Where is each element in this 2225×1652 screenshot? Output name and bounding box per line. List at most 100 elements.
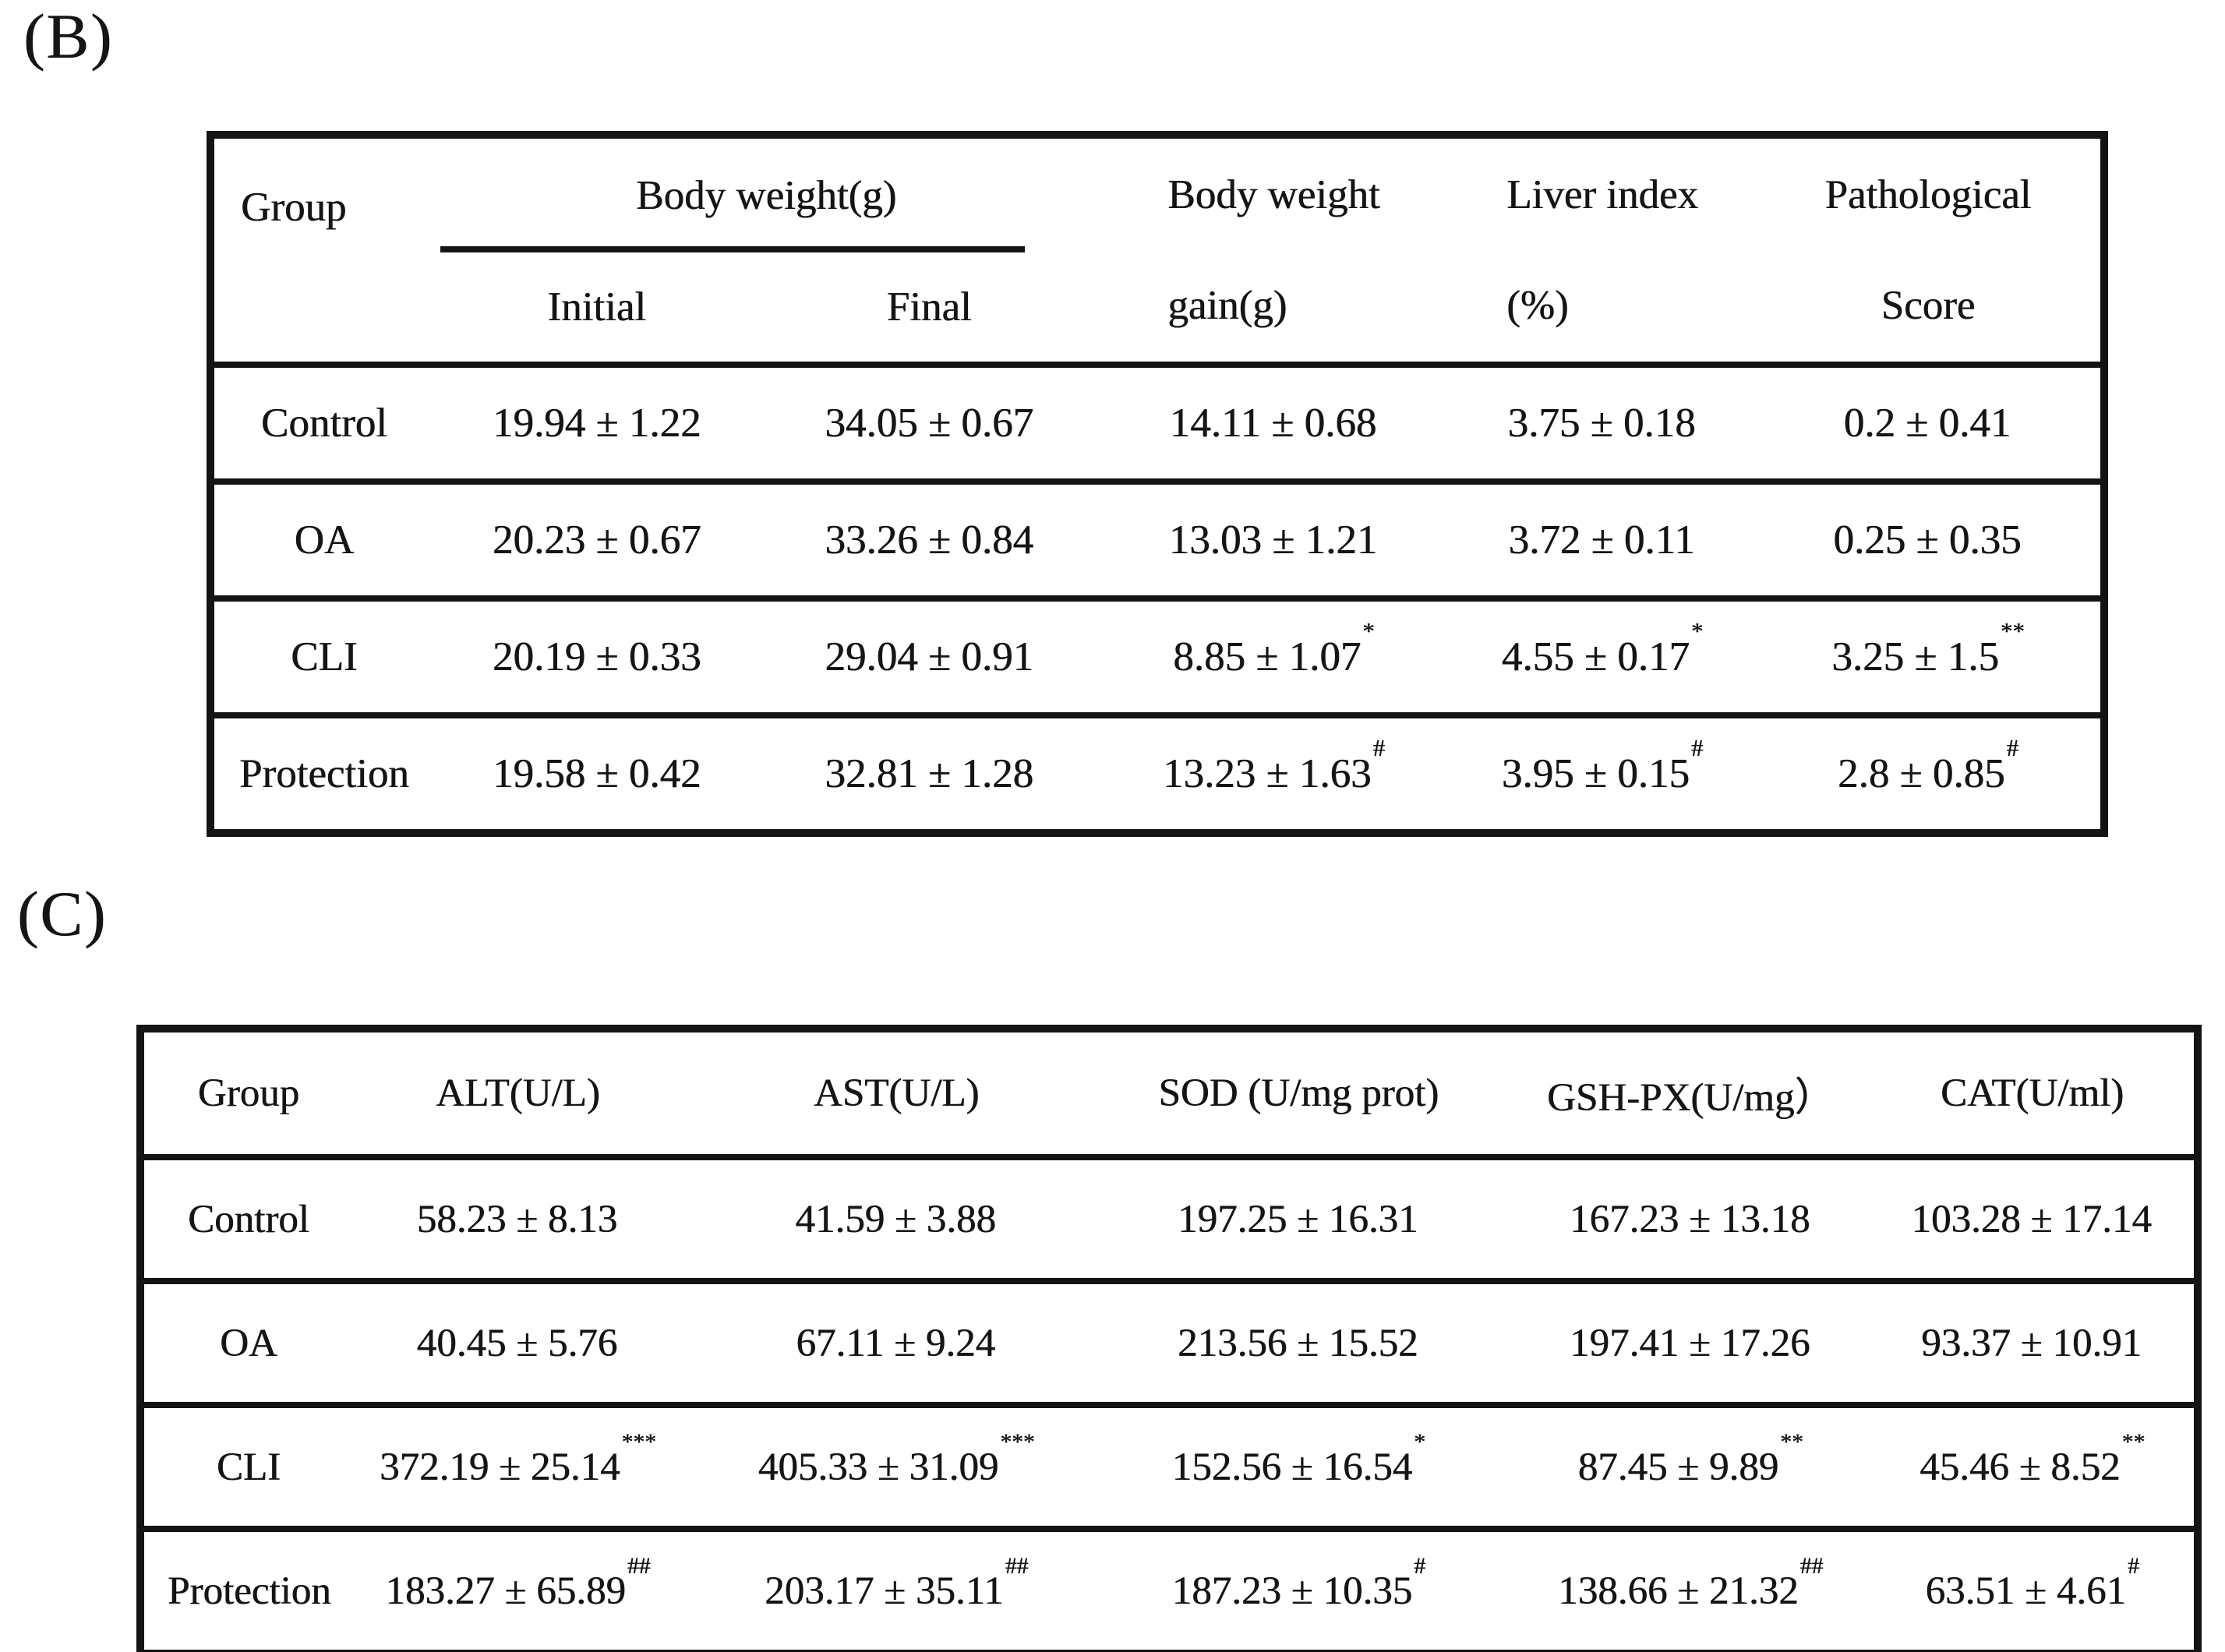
column-header-sod: SOD (U/mg prot) — [1086, 1029, 1511, 1160]
cell-cat: 63.51 ± 4.61# — [1925, 1553, 2139, 1613]
column-header-group: Group — [140, 1029, 330, 1160]
cell-liver-index: 3.72 ± 0.11 — [1449, 482, 1756, 602]
significance-marker: * — [1414, 1429, 1425, 1455]
row-label: CLI — [140, 1405, 330, 1532]
cell-sod: 152.56 ± 16.54* — [1086, 1405, 1511, 1532]
table-row-protection: Protection 183.27 ± 65.89## 203.17 ± 35.… — [140, 1529, 2198, 1652]
body-weight-header-label: Body weight(g) — [636, 173, 897, 218]
cell-final: 33.26 ± 0.84 — [759, 482, 1099, 602]
cell-liver-index: 3.75 ± 0.18 — [1449, 365, 1756, 485]
table-b: Group Body weight(g) Body weight gain(g) — [207, 131, 2108, 837]
cell-sod: 213.56 ± 15.52 — [1086, 1281, 1511, 1408]
significance-marker: ## — [627, 1553, 651, 1579]
column-header-alt: ALT(U/L) — [329, 1029, 706, 1160]
column-header-cat: CAT(U/ml) — [1870, 1029, 2198, 1160]
table-row-protection: Protection 19.58 ± 0.42 32.81 ± 1.28 13.… — [210, 715, 2104, 833]
table-row-oa: OA 40.45 ± 5.76 67.11 ± 9.24 213.56 ± 15… — [140, 1281, 2198, 1408]
body-weight-span-underline — [440, 246, 1025, 252]
cell-final: 32.81 ± 1.28 — [825, 751, 1033, 796]
column-header-initial: Initial — [433, 252, 760, 368]
column-header-group: Group — [210, 135, 434, 368]
column-header-ast: AST(U/L) — [705, 1029, 1087, 1160]
row-label: Protection — [168, 1569, 331, 1613]
significance-marker: ## — [1799, 1553, 1824, 1579]
significance-marker: # — [1690, 734, 1704, 761]
column-header-liver-index: Liver index (%) — [1449, 135, 1756, 368]
row-label: Protection — [238, 751, 409, 796]
cell-pathological-score: 0.25 ± 0.35 — [1755, 482, 2104, 602]
cell-initial: 19.58 ± 0.42 — [492, 751, 701, 796]
significance-marker: # — [1372, 734, 1385, 761]
row-label: CLI — [210, 598, 434, 718]
cell-ast: 67.11 ± 9.24 — [705, 1281, 1087, 1408]
significance-marker: ** — [2000, 617, 2025, 644]
significance-marker: *** — [1000, 1429, 1035, 1455]
cell-alt: 372.19 ± 25.14*** — [329, 1405, 706, 1532]
cell-initial: 20.23 ± 0.67 — [433, 482, 760, 602]
column-header-body-weight: Body weight(g) — [434, 135, 1099, 252]
liver-header-line2: (%) — [1506, 283, 1569, 328]
cell-cat: 45.46 ± 8.52** — [1870, 1405, 2198, 1532]
cell-initial: 20.19 ± 0.33 — [433, 598, 760, 718]
significance-marker: ** — [2121, 1429, 2146, 1455]
row-label: OA — [140, 1281, 330, 1408]
cell-sod: 187.23 ± 10.35# — [1171, 1553, 1425, 1613]
row-label: OA — [210, 482, 434, 602]
table-row-control: Control 58.23 ± 8.13 41.59 ± 3.88 197.25… — [140, 1157, 2198, 1284]
cell-gsh-px: 167.23 ± 13.18 — [1510, 1157, 1871, 1284]
table-b-body-weight: Group Body weight(g) Body weight gain(g) — [207, 131, 2108, 837]
significance-marker: ## — [1005, 1553, 1029, 1579]
table-c-header-row: Group ALT(U/L) AST(U/L) SOD (U/mg prot) … — [140, 1029, 2198, 1160]
significance-marker: # — [2006, 734, 2018, 761]
significance-marker: * — [1690, 617, 1704, 644]
cell-gain: 13.03 ± 1.21 — [1098, 482, 1450, 602]
column-header-final: Final — [759, 252, 1099, 368]
cell-gsh-px: 138.66 ± 21.32## — [1558, 1553, 1824, 1613]
cell-ast: 41.59 ± 3.88 — [705, 1157, 1087, 1284]
pathological-header-line1: Pathological — [1824, 172, 2032, 217]
significance-marker: # — [1414, 1553, 1425, 1579]
cell-pathological-score: 2.8 ± 0.85# — [1837, 734, 2018, 796]
cell-gain: 8.85 ± 1.07* — [1098, 598, 1450, 718]
cell-liver-index: 3.95 ± 0.15# — [1501, 734, 1704, 796]
cell-pathological-score: 0.2 ± 0.41 — [1755, 365, 2104, 485]
cell-pathological-score: 3.25 ± 1.5** — [1755, 598, 2104, 718]
significance-marker: # — [2127, 1553, 2139, 1579]
cell-cat: 103.28 ± 17.14 — [1870, 1157, 2198, 1284]
column-header-gsh-px: GSH-PX(U/mg） — [1510, 1029, 1871, 1160]
row-label: Control — [210, 365, 434, 485]
column-header-body-weight-gain: Body weight gain(g) — [1098, 135, 1450, 368]
cell-ast: 203.17 ± 35.11## — [765, 1553, 1029, 1613]
table-c: Group ALT(U/L) AST(U/L) SOD (U/mg prot) … — [136, 1025, 2202, 1652]
gain-header-line2: gain(g) — [1167, 283, 1287, 328]
table-b-header-row-1: Group Body weight(g) Body weight gain(g) — [210, 135, 2104, 368]
table-c-biochemistry: Group ALT(U/L) AST(U/L) SOD (U/mg prot) … — [136, 1025, 2202, 1652]
row-label: Control — [140, 1157, 330, 1284]
table-row-cli: CLI 372.19 ± 25.14*** 405.33 ± 31.09*** … — [140, 1405, 2198, 1532]
cell-ast: 405.33 ± 31.09*** — [705, 1405, 1087, 1532]
column-header-pathological-score: Pathological Score — [1755, 135, 2104, 368]
cell-alt: 40.45 ± 5.76 — [329, 1281, 706, 1408]
gain-header-line1: Body weight — [1167, 172, 1380, 217]
significance-marker: ** — [1780, 1429, 1803, 1455]
cell-gsh-px: 87.45 ± 9.89** — [1510, 1405, 1871, 1532]
table-row-control: Control 19.94 ± 1.22 34.05 ± 0.67 14.11 … — [210, 365, 2104, 485]
cell-final: 29.04 ± 0.91 — [759, 598, 1099, 718]
significance-marker: * — [1362, 617, 1375, 644]
table-row-cli: CLI 20.19 ± 0.33 29.04 ± 0.91 8.85 ± 1.0… — [210, 598, 2104, 718]
cell-cat: 93.37 ± 10.91 — [1870, 1281, 2198, 1408]
liver-header-line1: Liver index — [1506, 172, 1698, 217]
cell-final: 34.05 ± 0.67 — [759, 365, 1099, 485]
cell-gsh-px: 197.41 ± 17.26 — [1510, 1281, 1871, 1408]
table-row-oa: OA 20.23 ± 0.67 33.26 ± 0.84 13.03 ± 1.2… — [210, 482, 2104, 602]
cell-sod: 197.25 ± 16.31 — [1086, 1157, 1511, 1284]
cell-alt: 58.23 ± 8.13 — [329, 1157, 706, 1284]
cell-liver-index: 4.55 ± 0.17* — [1449, 598, 1756, 718]
table-b-header-row-2: Initial Final — [210, 252, 2104, 368]
cell-alt: 183.27 ± 65.89## — [385, 1553, 651, 1613]
panel-c-label: (C) — [17, 878, 108, 949]
pathological-header-line2: Score — [1881, 283, 1976, 328]
cell-gain: 13.23 ± 1.63# — [1162, 734, 1385, 796]
significance-marker: *** — [621, 1429, 656, 1455]
